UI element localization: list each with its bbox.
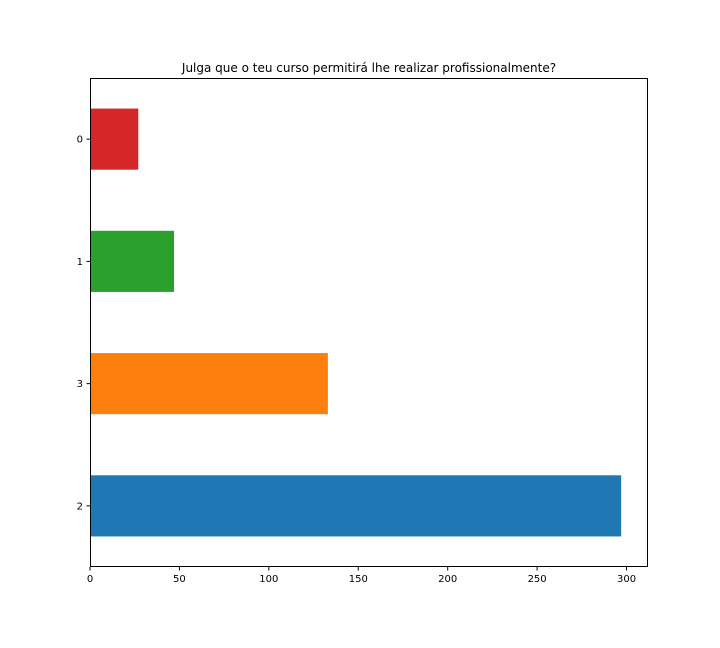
bar-1: [90, 230, 175, 292]
y-tick-label: 3: [77, 379, 83, 390]
x-tick-label: 50: [173, 574, 186, 585]
x-tick-label: 100: [259, 574, 278, 585]
x-tick-label: 250: [528, 574, 547, 585]
x-tick-label: 200: [438, 574, 457, 585]
bar-3: [90, 353, 328, 415]
y-tick-label: 0: [77, 135, 83, 146]
x-tick-label: 300: [617, 574, 636, 585]
y-tick-label: 1: [77, 257, 83, 268]
bars-group: [90, 108, 622, 537]
plot-frame: [90, 78, 648, 567]
x-tick-label: 150: [349, 574, 368, 585]
y-axis-ticks: 2 3 1 0: [77, 135, 90, 512]
bar-2: [90, 475, 622, 537]
x-axis-ticks: 0 50 100 150 200 250 300: [87, 567, 636, 585]
x-tick-label: 0: [87, 574, 93, 585]
bar-0: [90, 108, 139, 170]
y-tick-label: 2: [77, 501, 83, 512]
chart-title: Julga que o teu curso permitirá lhe real…: [181, 61, 556, 75]
